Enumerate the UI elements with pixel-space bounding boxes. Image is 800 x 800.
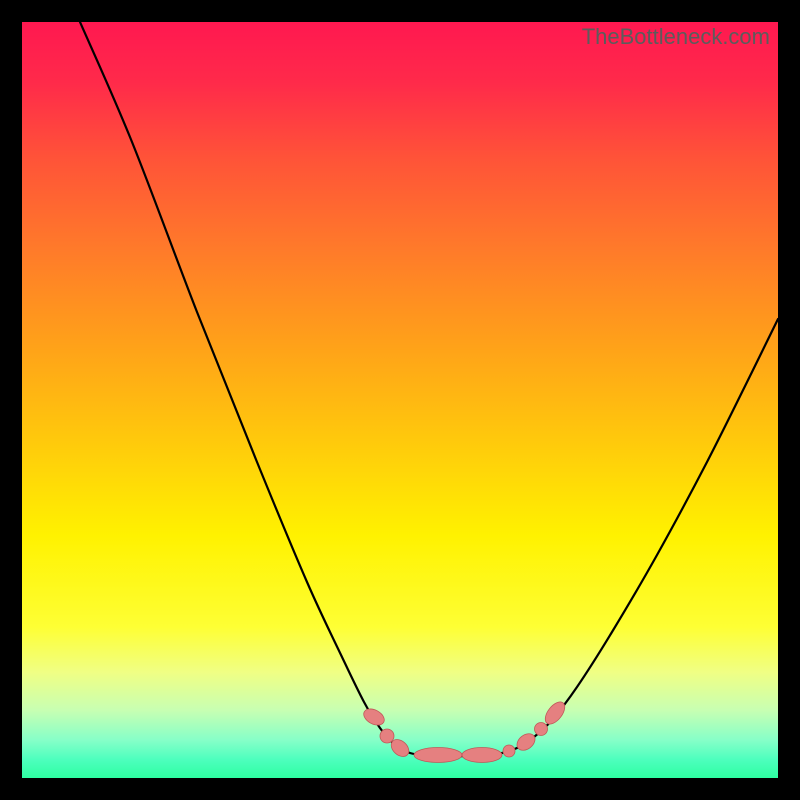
bead xyxy=(361,706,387,729)
bead xyxy=(414,748,462,763)
bead xyxy=(535,723,548,736)
chart-frame: TheBottleneck.com xyxy=(0,0,800,800)
beads-group xyxy=(361,698,569,762)
bead xyxy=(541,698,568,727)
bead xyxy=(514,730,538,753)
plot-area: TheBottleneck.com xyxy=(22,22,778,778)
bead xyxy=(503,745,515,757)
bead xyxy=(380,729,394,743)
beads-svg xyxy=(22,22,778,778)
bead xyxy=(462,748,502,763)
watermark-text: TheBottleneck.com xyxy=(582,24,770,50)
